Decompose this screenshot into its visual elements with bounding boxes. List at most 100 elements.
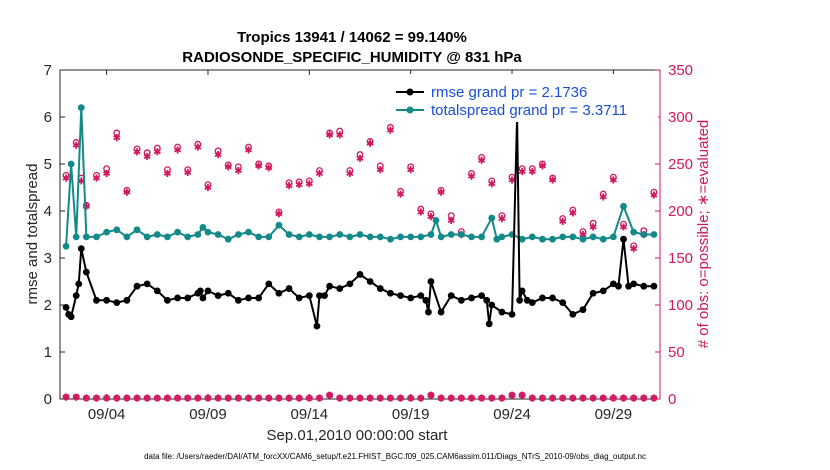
y-tick-label: 3 [44,250,52,267]
totalspread-point [397,233,404,241]
rmse-point [485,320,493,328]
obs-zero-evaluated-marker [244,394,253,402]
obs-zero-evaluated-marker [204,394,212,402]
rmse-point [427,278,435,285]
rmse-point [336,285,344,292]
rmse-point [599,287,607,295]
obs-evaluated-marker [619,223,628,231]
obs-evaluated-marker [234,166,242,175]
obs-evaluated-marker [498,214,506,223]
totalspread-point [346,233,354,241]
rmse-point [164,296,171,304]
rmse-point [539,294,546,302]
obs-count-markers [62,123,658,402]
obs-evaluated-marker [538,162,547,170]
rmse-point [62,303,70,311]
y-tick-label: 0 [44,391,52,408]
obs-zero-evaluated-marker [630,394,638,402]
totalspread-point [457,231,465,238]
rmse-point [523,296,531,304]
y2-tick-label: 100 [668,297,693,314]
totalspread-point [579,235,587,243]
obs-evaluated-marker [508,176,516,184]
y2-tick-label: 350 [668,62,693,79]
obs-evaluated-marker [386,126,394,134]
obs-zero-evaluated-marker [508,391,516,399]
chart-title: Tropics 13941 / 14062 = 99.140% [237,29,467,46]
obs-zero-evaluated-marker [275,394,283,402]
rmse-point [245,294,252,302]
totalspread-point [143,233,151,241]
obs-zero-evaluated-marker [478,394,486,402]
totalspread-series [62,104,658,250]
obs-zero-evaluated-marker [315,394,324,402]
obs-zero-evaluated-marker [528,394,536,402]
rmse-point [407,294,415,302]
totalspread-point [640,231,648,238]
obs-evaluated-marker [204,183,212,192]
obs-zero-evaluated-marker [194,394,202,402]
x-tick-label: 09/09 [189,406,227,423]
rmse-point [468,294,475,302]
totalspread-point [528,233,536,241]
footnote: data file: /Users/raeder/DAI/ATM_forcXX/… [144,452,646,461]
obs-zero-evaluated-marker [386,394,394,402]
obs-evaluated-marker [275,210,283,218]
rmse-point [113,299,121,307]
totalspread-point [366,233,374,241]
obs-zero-evaluated-marker [356,394,364,402]
totalspread-point [447,231,455,238]
obs-evaluated-marker [265,164,273,172]
obs-evaluated-marker [113,134,121,142]
totalspread-point [437,233,445,241]
obs-zero-evaluated-marker [447,394,455,402]
obs-evaluated-marker [447,216,455,224]
rmse-point [397,292,404,299]
totalspread-point [356,231,364,238]
rmse-point [77,245,85,253]
rmse-point [255,294,263,302]
obs-evaluated-marker [346,169,354,177]
totalspread-point [123,233,131,241]
totalspread-point [407,233,415,241]
obs-zero-evaluated-marker [498,394,506,402]
obs-evaluated-marker [376,166,384,174]
obs-evaluated-marker [163,169,172,177]
y-tick-label: 5 [44,156,52,173]
y2-tick-label: 200 [668,203,693,220]
left-y-axis: 0 1 2 3 4 5 6 7 [44,62,65,408]
totalspread-point [62,242,70,250]
totalspread-point [133,226,141,234]
obs-zero-evaluated-marker [336,394,344,402]
obs-evaluated-marker [609,176,617,184]
obs-evaluated-marker [548,176,557,184]
rmse-line [65,116,654,328]
obs-evaluated-marker [417,208,425,216]
obs-zero-evaluated-marker [579,394,587,402]
obs-zero-evaluated-marker [599,394,607,402]
totalspread-point [153,231,161,238]
rmse-point [620,235,627,243]
y-tick-label: 7 [44,62,52,79]
x-tick-label: 09/14 [291,406,329,423]
totalspread-point [184,233,192,241]
legend: rmse grand pr = 2.1736 totalspread grand… [390,74,658,122]
chart-subtitle: RADIOSONDE_SPECIFIC_HUMIDITY @ 831 hPa [182,49,522,66]
totalspread-point [650,231,658,238]
legend-rmse-marker [406,88,414,96]
totalspread-point [589,233,597,241]
obs-zero-evaluated-marker [173,394,182,402]
obs-evaluated-marker [214,151,222,159]
rmse-point [387,289,394,297]
rmse-point [234,296,242,304]
obs-zero-evaluated-marker [123,394,131,402]
obs-evaluated-marker [285,182,293,190]
totalspread-point [72,233,80,241]
obs-evaluated-marker [184,168,192,177]
rmse-point [72,292,80,299]
y-axis-label: rmse and totalspread [24,164,41,305]
obs-zero-evaluated-marker [224,394,232,402]
legend-rmse-label: rmse grand pr = 2.1736 [431,84,587,101]
obs-evaluated-marker [153,148,161,156]
obs-evaluated-marker [194,143,202,151]
